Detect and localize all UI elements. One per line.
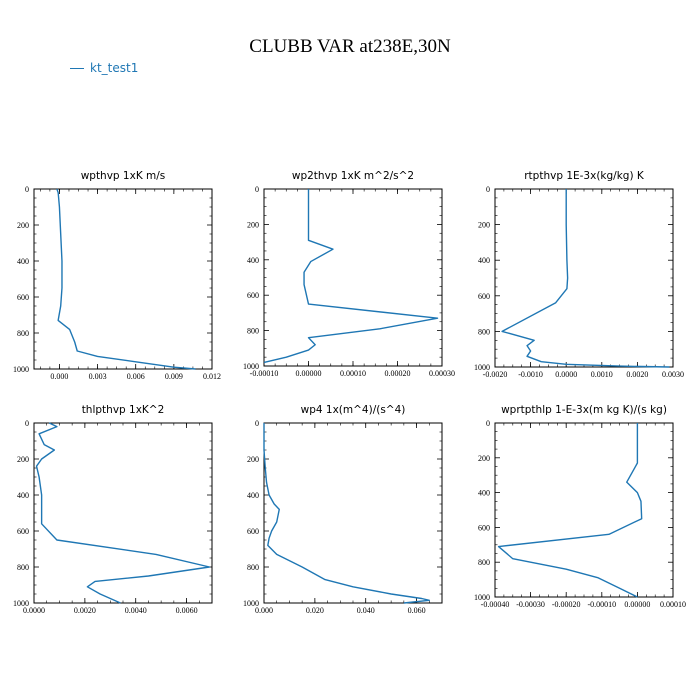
- panel-title: wpthvp 1xK m/s: [81, 170, 166, 182]
- panel-1: wpthvp 1xK m/s 0.000 0.003 0.006 0.009 0.012 0…: [13, 170, 221, 381]
- x-tick-label: 0.0000: [23, 606, 45, 615]
- y-tick-label: 800: [17, 563, 29, 572]
- plot-frame: [33, 422, 213, 604]
- y-tick-label: 800: [478, 558, 490, 567]
- y-tick-label: 800: [247, 563, 259, 572]
- y-tick-label: 200: [247, 220, 259, 229]
- legend-label: kt_test1: [90, 61, 139, 75]
- y-tick-label: 600: [17, 293, 29, 302]
- y-tick-label: 0: [255, 419, 259, 428]
- x-tick-label: -0.00020: [552, 600, 581, 609]
- x-tick-label: 0.00000: [624, 600, 650, 609]
- panel-2: wp2thvp 1xK m^2/s^2 -0.00010 0.00000 0.0001…: [243, 170, 455, 378]
- x-tick-label: 0.000: [255, 606, 273, 615]
- x-tick-label: 0.00010: [340, 369, 366, 378]
- panel-title: thlpthvp 1xK^2: [82, 404, 165, 416]
- y-tick-label: 0: [255, 185, 259, 194]
- x-tick-label: 0.040: [357, 606, 375, 615]
- x-tick-label: 0.0040: [125, 606, 147, 615]
- plot-frame: [494, 188, 674, 368]
- x-tick-label: 0.003: [89, 372, 107, 381]
- x-tick-label: 0.0020: [74, 606, 96, 615]
- x-tick-label: -0.00030: [516, 600, 545, 609]
- series-line: [56, 188, 196, 370]
- x-tick-label: 0.0010: [591, 370, 613, 379]
- plot-frame: [494, 422, 674, 598]
- panel-title: wp2thvp 1xK m^2/s^2: [292, 170, 414, 182]
- x-tick-label: 0.00030: [429, 369, 455, 378]
- plot-frame: [33, 188, 213, 370]
- x-tick-label: 0.00020: [385, 369, 411, 378]
- y-tick-label: 200: [247, 455, 259, 464]
- x-tick-label: 0.006: [127, 372, 145, 381]
- series-line: [263, 423, 430, 604]
- series-line: [263, 189, 439, 364]
- plot-frame: [263, 422, 443, 604]
- x-tick-label: 0.0030: [662, 370, 684, 379]
- y-tick-label: 400: [478, 489, 490, 498]
- y-tick-label: 0: [486, 185, 490, 194]
- x-tick-label: 0.060: [408, 606, 426, 615]
- y-tick-label: 400: [17, 491, 29, 500]
- x-tick-label: 0.00010: [660, 600, 686, 609]
- y-tick-label: 800: [17, 329, 29, 338]
- panel-title: wprtpthlp 1-E-3x(m kg K)/(s kg): [501, 404, 667, 416]
- y-tick-label: 0: [486, 419, 490, 428]
- y-tick-label: 600: [478, 523, 490, 532]
- series-line: [497, 423, 643, 598]
- y-tick-label: 400: [478, 256, 490, 265]
- y-tick-label: 0: [25, 419, 29, 428]
- legend-line-swatch: [70, 67, 84, 69]
- y-tick-label: 1000: [13, 599, 29, 608]
- figure-title: CLUBB VAR at238E,30N: [249, 36, 451, 57]
- legend: kt_test1: [70, 61, 138, 75]
- x-tick-label: -0.00010: [250, 369, 279, 378]
- x-tick-label: 0.009: [165, 372, 183, 381]
- x-tick-label: 0.012: [203, 372, 221, 381]
- y-tick-label: 400: [247, 491, 259, 500]
- y-tick-label: 600: [247, 527, 259, 536]
- y-tick-label: 200: [17, 221, 29, 230]
- y-tick-label: 400: [247, 256, 259, 265]
- x-tick-label: -0.0020: [483, 370, 508, 379]
- panel-3: rtpthvp 1E-3x(kg/kg) K -0.0020 -0.0010 0.00…: [474, 170, 684, 379]
- y-tick-label: 1000: [474, 363, 490, 372]
- y-tick-label: 1000: [243, 599, 259, 608]
- y-tick-label: 600: [478, 292, 490, 301]
- x-tick-label: -0.00040: [481, 600, 510, 609]
- y-tick-label: 0: [25, 185, 29, 194]
- y-tick-label: 1000: [13, 365, 29, 374]
- x-tick-label: 0.0000: [555, 370, 577, 379]
- y-tick-label: 1000: [243, 362, 259, 371]
- y-tick-label: 1000: [474, 593, 490, 602]
- x-tick-label: 0.0020: [626, 370, 648, 379]
- y-tick-label: 600: [247, 291, 259, 300]
- x-tick-label: -0.0010: [518, 370, 543, 379]
- x-tick-label: -0.00010: [587, 600, 616, 609]
- panel-5: wp4 1x(m^4)/(s^4) 0.000 0.020 0.040 0.060 0 20…: [243, 404, 443, 615]
- y-tick-label: 600: [17, 527, 29, 536]
- x-tick-label: 0.000: [50, 372, 68, 381]
- series-line: [501, 189, 670, 368]
- panel-title: rtpthvp 1E-3x(kg/kg) K: [524, 170, 645, 182]
- plot-frame: [263, 188, 443, 367]
- y-tick-label: 200: [17, 455, 29, 464]
- y-tick-label: 800: [478, 327, 490, 336]
- y-tick-label: 400: [17, 257, 29, 266]
- x-tick-label: 0.0060: [176, 606, 198, 615]
- y-tick-label: 800: [247, 327, 259, 336]
- x-tick-label: 0.020: [306, 606, 324, 615]
- y-tick-label: 200: [478, 221, 490, 230]
- panel-6: wprtpthlp 1-E-3x(m kg K)/(s kg)-0.00040-…: [474, 404, 686, 609]
- series-line: [35, 422, 211, 604]
- y-tick-label: 200: [478, 454, 490, 463]
- x-tick-label: 0.00000: [296, 369, 322, 378]
- panel-title: wp4 1x(m^4)/(s^4): [301, 404, 406, 416]
- panel-4: thlpthvp 1xK^2 0.0000 0.0020 0.0040 0.0060 0 2…: [13, 404, 213, 615]
